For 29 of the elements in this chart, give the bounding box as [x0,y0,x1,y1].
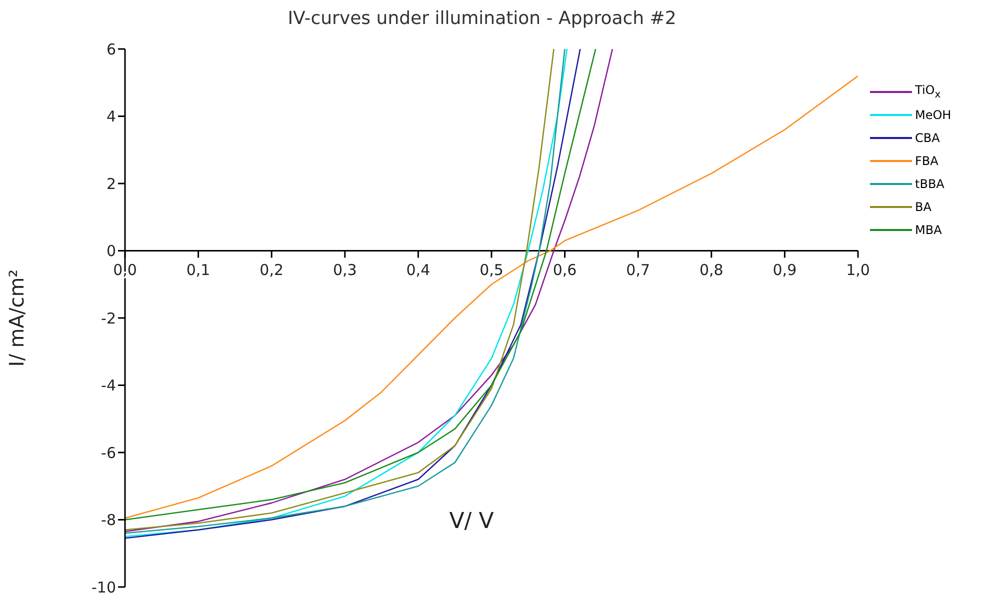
x-tick-label: 0,9 [772,260,797,279]
y-tick-label: 0 [106,242,116,260]
x-tick-label: 0,8 [699,260,724,279]
y-tick-label: -8 [101,511,116,530]
x-tick-label: 0,6 [552,260,577,279]
legend-label: FBA [915,154,938,168]
legend-label: tBBA [915,176,944,190]
y-tick-label: 2 [106,174,116,193]
x-tick-label: 1,0 [846,260,870,279]
legend-label: BA [915,200,932,214]
y-tick-label: -4 [101,376,116,395]
x-tick-label: 0,7 [626,260,650,279]
legend-label: MeOH [915,108,952,122]
y-tick-label: 4 [106,108,116,126]
y-tick-label: -10 [92,578,116,596]
y-tick-label: -2 [101,309,116,328]
x-tick-label: 0,4 [406,260,430,279]
x-tick-label: 0,3 [332,260,357,279]
chart-title: IV-curves under illumination - Approach #2 [286,8,678,29]
x-tick-label: 0,5 [480,260,504,279]
y-tick-label: 6 [106,40,116,58]
x-axis-title: V/ V [449,508,494,534]
x-tick-label: 0,1 [186,260,210,279]
legend-label: TiO$_{x}$ [915,82,941,100]
x-tick-label: 0,2 [260,260,284,279]
legend-label: MBA [915,222,942,236]
legend-label: CBA [915,130,940,144]
y-tick-label: -6 [101,444,116,462]
y-axis-title: I/ mA/cm² [5,269,29,367]
